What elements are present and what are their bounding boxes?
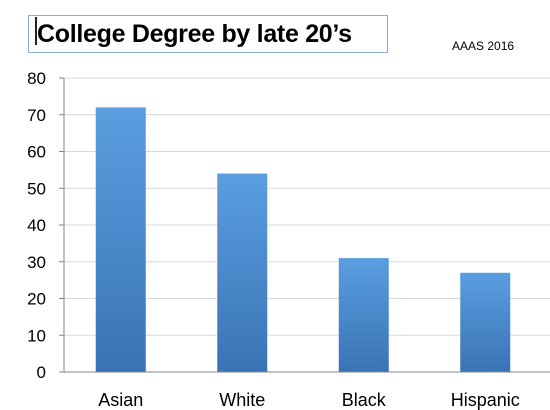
bar-black	[338, 258, 389, 372]
y-tick-label: 70	[27, 106, 46, 125]
x-tick-label: Hispanic	[451, 390, 520, 410]
chart-title[interactable]: College Degree by late 20’s	[37, 20, 352, 48]
x-tick-label: Black	[342, 390, 387, 410]
source-label: AAAS 2016	[452, 39, 515, 53]
y-tick-label: 40	[27, 216, 46, 235]
y-tick-label: 30	[27, 253, 46, 272]
bars	[95, 107, 511, 373]
bar-asian	[95, 107, 146, 373]
y-tick-label: 60	[27, 143, 46, 162]
bar-hispanic	[460, 272, 511, 372]
text-cursor	[35, 17, 37, 45]
y-tick-label: 0	[37, 363, 46, 382]
y-tick-label: 10	[27, 326, 46, 345]
axes	[59, 77, 550, 373]
title-frame[interactable]	[28, 15, 388, 53]
y-tick-label: 20	[27, 290, 46, 309]
tick-labels: 0 10 20 30 40 50 60 70 80 Asian White Black Hispanic	[27, 69, 520, 410]
x-tick-label: White	[219, 390, 265, 410]
y-tick-label: 50	[27, 179, 46, 198]
bar-white	[217, 173, 268, 372]
y-tick-label: 80	[27, 69, 46, 88]
x-tick-label: Asian	[98, 390, 143, 410]
